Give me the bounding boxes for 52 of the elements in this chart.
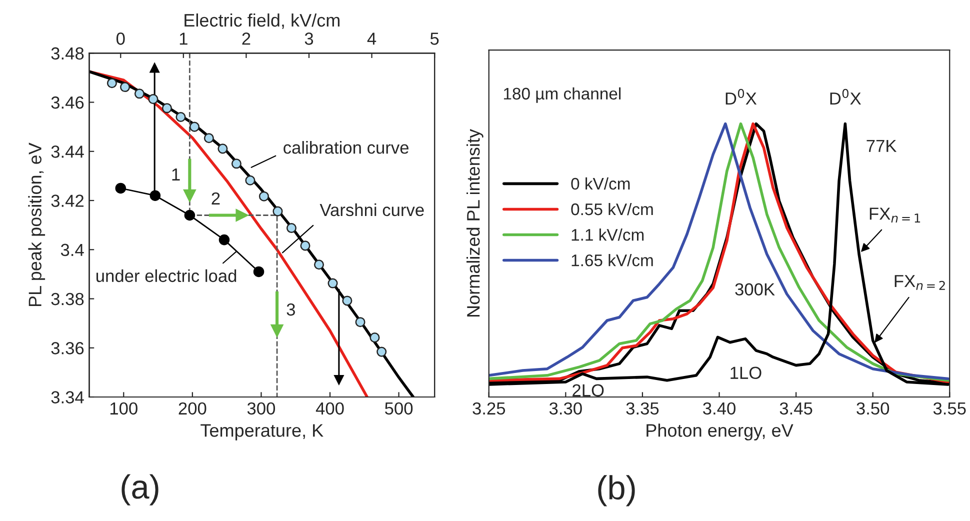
- legend-label: 0 kV/cm: [571, 177, 630, 190]
- annotation: D$^{0}$X: [726, 88, 757, 105]
- text: 180 µm channel: [504, 87, 621, 103]
- x-tick-label: 3.40: [703, 402, 736, 415]
- x2-tick-label: 1: [180, 32, 188, 45]
- annotation: Varshni curve: [320, 203, 424, 216]
- x2-tick-label: 2: [242, 32, 250, 45]
- x2-tick-label: 3: [304, 32, 314, 45]
- x2-tick-label: 0: [116, 32, 125, 45]
- annotation: 2: [212, 192, 220, 204]
- x-axis-title: Temperature, K: [200, 424, 324, 440]
- y-tick-label: 3.36: [51, 342, 84, 354]
- x-tick-label: 3.50: [856, 402, 890, 415]
- y-axis-title: PL peak position, eV: [28, 142, 46, 306]
- y-axis-title: Normalized PL intensity: [466, 129, 484, 317]
- x2-tick-label: 4: [367, 32, 376, 45]
- x-tick-label: 3.25: [472, 402, 506, 415]
- y-tick-label: 3.42: [51, 194, 84, 207]
- annotation: 2LO: [572, 384, 604, 396]
- x-tick-label: 500: [385, 402, 413, 415]
- annotation: 1: [172, 168, 180, 180]
- x-axis-title: Photon energy, eV: [646, 424, 794, 440]
- x-tick-label: 3.45: [780, 402, 812, 415]
- x-tick-label: 3.35: [626, 402, 659, 415]
- x2-tick-label: 5: [430, 32, 439, 45]
- x-tick-label: 3.55: [933, 402, 966, 415]
- annotation: 1LO: [730, 366, 762, 380]
- y-tick-label: 3.48: [51, 47, 84, 60]
- annotation: under electric load: [96, 269, 236, 282]
- y-tick-label: 3.46: [51, 96, 84, 109]
- x-tick-label: 400: [316, 402, 344, 415]
- legend-label: 0.55 kV/cm: [571, 202, 653, 216]
- y-tick-label: 3.38: [51, 292, 84, 306]
- annotation: D$^{0}$X: [830, 88, 861, 105]
- annotation: 300K: [735, 283, 775, 296]
- x-tick-label: 200: [178, 402, 206, 415]
- text: (a): [122, 474, 158, 506]
- y-tick-label: 3.34: [51, 391, 84, 404]
- x-tick-label: 3.30: [549, 402, 582, 415]
- annotation: calibration curve: [284, 141, 408, 154]
- annotation: FX$_{n=1}$: [870, 208, 920, 223]
- x2-axis-title: Electric field, kV/cm: [184, 13, 340, 29]
- annotation: FX$_{n=2}$: [894, 275, 945, 290]
- annotation: 77K: [866, 140, 897, 152]
- text: (b): [598, 475, 635, 506]
- annotation: 3: [286, 303, 295, 316]
- legend-label: 1.1 kV/cm: [572, 228, 644, 241]
- x-tick-label: 300: [247, 402, 276, 415]
- legend-label: 1.65 kV/cm: [572, 254, 653, 266]
- y-tick-label: 3.44: [51, 146, 84, 158]
- y-tick-label: 3.4: [60, 244, 84, 256]
- x-tick-label: 100: [110, 402, 138, 415]
